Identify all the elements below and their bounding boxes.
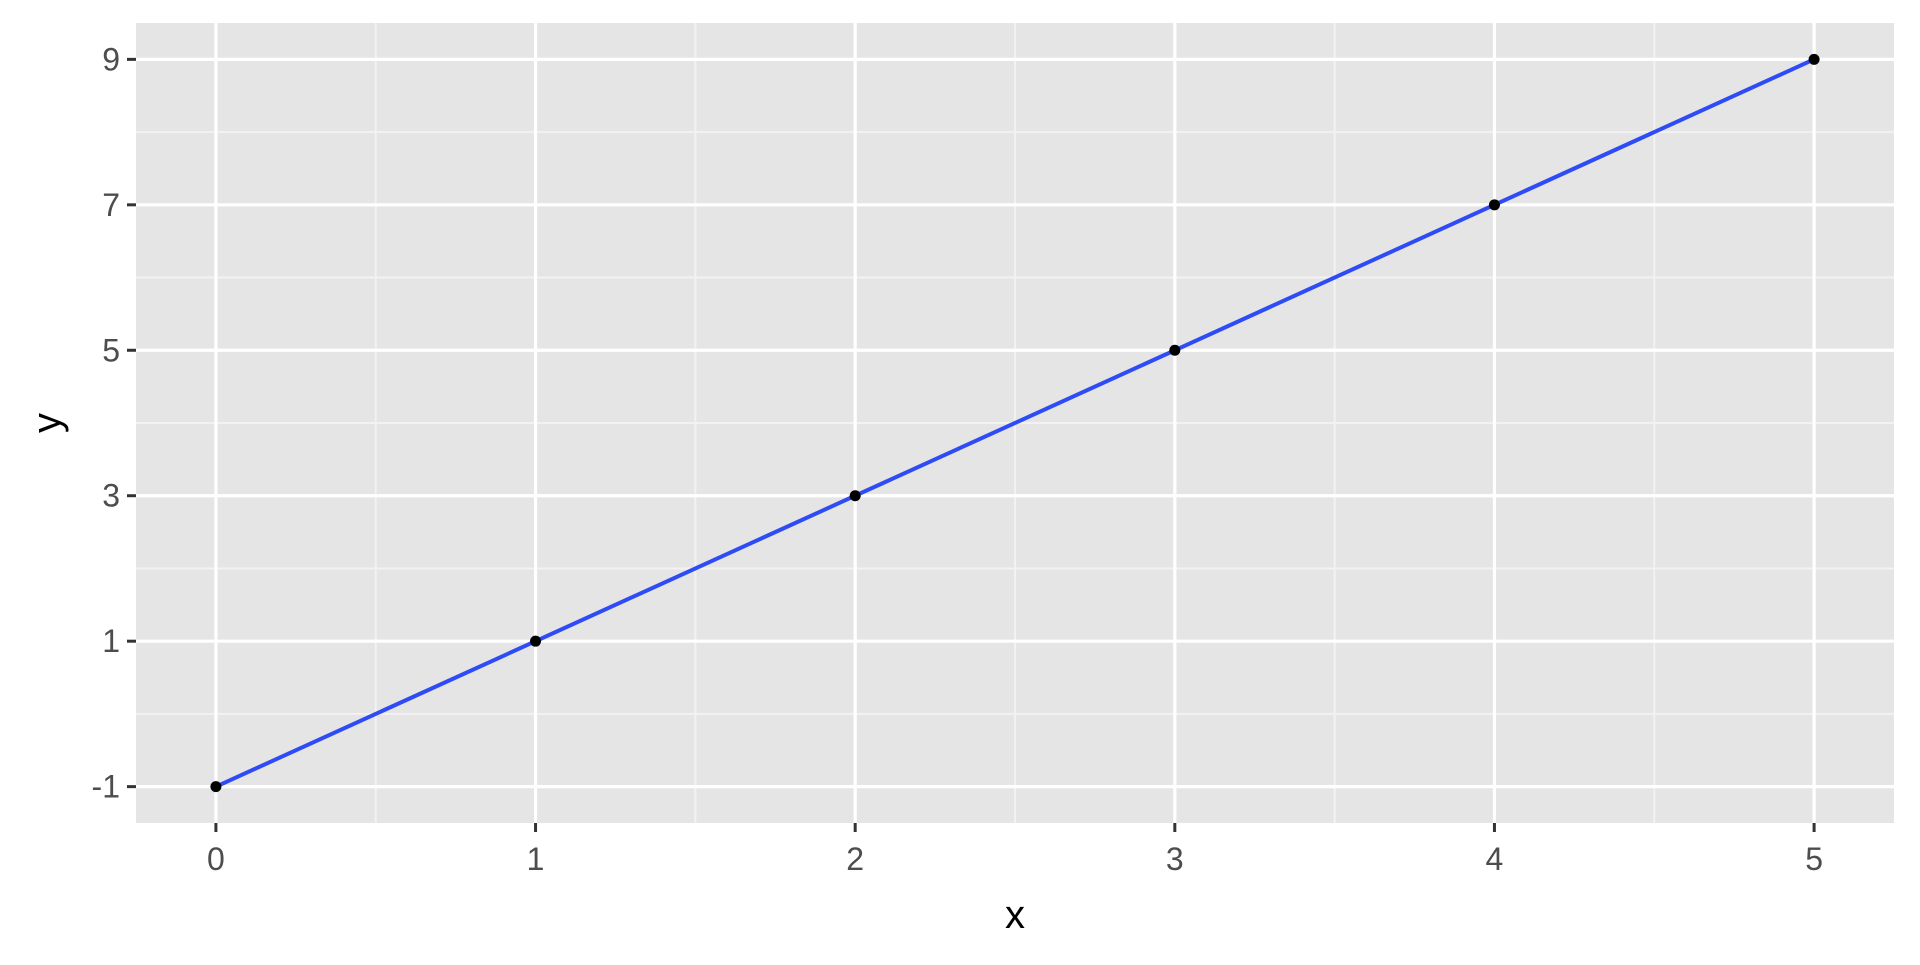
y-tick-label: 1 [102,623,120,659]
x-axis: 0 1 2 3 4 5 [207,823,1823,877]
y-axis-title: y [25,413,69,433]
series-line [215,57,1815,789]
x-tick-label: 0 [207,841,225,877]
data-point [1169,344,1181,356]
x-axis-title: x [1005,893,1025,937]
data-point [530,635,542,647]
data-point [1488,199,1500,211]
data-point [1808,53,1820,65]
x-tick-label: 2 [846,841,864,877]
series-layer [210,53,1820,793]
data-point [849,490,861,502]
x-tick-label: 4 [1486,841,1504,877]
x-tick-label: 5 [1805,841,1823,877]
y-tick-label: -1 [92,769,120,805]
x-tick-label: 3 [1166,841,1184,877]
y-tick-label: 5 [102,332,120,368]
grid-major [136,23,1894,823]
x-tick-label: 1 [527,841,545,877]
y-tick-label: 3 [102,478,120,514]
y-axis: -1 1 3 5 7 9 [92,41,136,805]
data-point [210,781,222,793]
y-tick-label: 9 [102,41,120,77]
y-tick-label: 7 [102,187,120,223]
